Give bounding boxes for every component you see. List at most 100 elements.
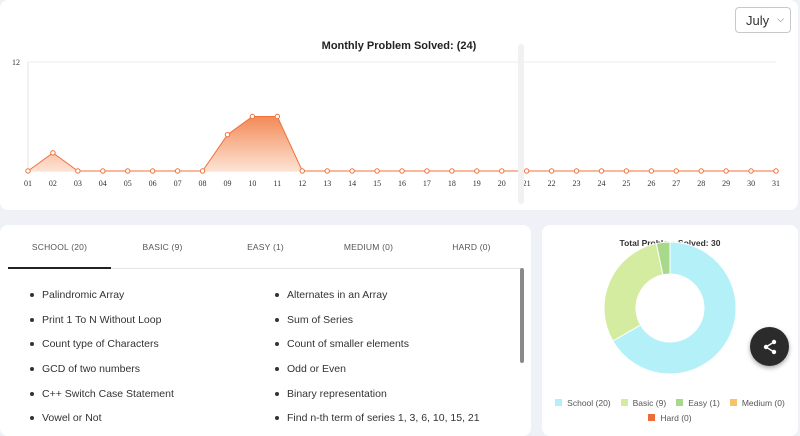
x-tick-label: 23 [573,179,581,188]
month-select[interactable]: July ⌵ [735,7,791,33]
bullet-icon [275,293,279,298]
problem-list-item[interactable]: C++ Switch Case Statement [30,381,275,406]
problem-title: GCD of two numbers [42,363,141,376]
bullet-icon [30,367,34,372]
data-point [474,168,480,174]
data-point [449,168,455,174]
problem-title: Count of smaller elements [287,338,409,351]
data-point [548,168,555,174]
problem-list-item[interactable]: Sum of Series [275,308,510,333]
y-tick-label: 12 [12,58,20,67]
problem-title: Print 1 To N Without Loop [42,313,162,326]
data-point [573,168,580,174]
data-point [50,150,56,156]
problem-list-item[interactable]: GCD of two numbers [30,357,275,382]
share-icon [763,339,776,354]
bullet-icon [275,367,279,372]
scrollbar-thumb[interactable] [520,268,524,363]
monthly-area-chart: 12 01 02 03 04 05 06 07 08 09 10 11 12 13 14 15 16 17 18 19… [12,58,780,188]
donut-slice [603,242,664,342]
problem-title: Alternates in an Array [287,289,388,302]
difficulty-tabs: SCHOOL (20) BASIC (9) EASY (1) MEDIUM (0) HA… [8,225,523,269]
x-tick-label: 11 [273,179,281,188]
x-tick-label: 29 [722,179,730,188]
bullet-icon [275,391,279,396]
legend-label: Easy (1) [688,397,720,408]
data-point [125,168,131,174]
problem-list-item[interactable]: Palindromic Array [30,283,275,308]
data-point [723,168,729,174]
legend-swatch [729,399,737,406]
scrollbar-track [518,44,524,204]
problem-list-item[interactable]: Binary representation [275,381,510,406]
problem-list-item[interactable]: Vowel or Not [30,406,275,431]
data-point [499,168,505,174]
problem-list-item[interactable]: Alternates in an Array [275,283,510,308]
total-solved-card: Total Problem Solved: 30 School (20)Basi… [542,225,798,436]
x-tick-label: 24 [597,179,605,188]
legend-item[interactable]: Medium (0) [729,398,785,408]
pie-legend: School (20) Basic (9) Easy (1) Medium (0) Ha… [542,395,798,425]
problems-card: SCHOOL (20) BASIC (9) EASY (1) MEDIUM (0) HA… [0,225,531,436]
bullet-icon [30,317,34,322]
x-tick-label: 06 [149,179,157,188]
tab-basic[interactable]: BASIC (9) [142,242,183,252]
legend-item[interactable]: Basic (9) [620,398,666,408]
x-tick-label: 05 [124,179,132,188]
legend-item[interactable]: Hard (0) [648,413,692,423]
problem-title: Palindromic Array [42,289,125,302]
x-tick-label: 26 [647,179,655,188]
bullet-icon [275,317,279,322]
x-tick-label: 30 [747,179,755,188]
x-tick-label: 27 [672,179,680,188]
tab-easy[interactable]: EASY (1) [247,242,284,252]
data-point [598,168,605,174]
data-point [424,168,430,174]
legend-swatch [676,399,684,406]
data-point [773,168,779,174]
bullet-icon [30,391,34,396]
share-button[interactable] [750,327,789,366]
x-tick-label: 19 [473,179,481,188]
data-point [25,168,31,174]
bullet-icon [275,342,279,347]
legend-swatch [620,399,628,406]
bullet-icon [30,342,34,347]
x-tick-label: 12 [298,179,306,188]
x-tick-label: 03 [74,179,82,188]
x-tick-label: 21 [523,179,531,188]
x-tick-label: 04 [99,179,107,188]
bullet-icon [30,293,34,298]
tab-school[interactable]: SCHOOL (20) [8,225,111,269]
monthly-chart-title: Monthly Problem Solved: (24) [321,40,477,52]
data-point [374,168,380,174]
donut-slice [655,241,671,276]
x-tick-label: 18 [448,179,456,188]
legend-item[interactable]: Easy (1) [676,398,720,408]
x-tick-label: 10 [248,179,256,188]
problem-title: Sum of Series [287,313,353,326]
data-point [75,168,81,174]
monthly-chart-card: July ⌵ Monthly Problem Solved: (24) 12 01… [0,0,798,210]
problem-list-item[interactable]: Count of smaller elements [275,332,510,357]
x-tick-label: 15 [373,179,381,188]
legend-item[interactable]: School (20) [555,398,611,408]
problem-list-item[interactable]: Find n-th term of series 1, 3, 6, 10, 15… [275,406,510,431]
data-point [100,168,106,174]
x-tick-label: 22 [548,179,556,188]
series-line [27,116,776,172]
x-tick-label: 20 [498,179,506,188]
tab-medium[interactable]: MEDIUM (0) [343,242,394,252]
data-point [174,168,181,174]
chevron-down-icon: ⌵ [777,14,784,24]
x-tick-label: 13 [323,179,331,188]
data-point [349,168,355,174]
problem-list-item[interactable]: Odd or Even [275,357,510,382]
x-tick-label: 25 [622,179,630,188]
problem-list-item[interactable]: Print 1 To N Without Loop [30,308,275,333]
data-point [623,168,630,174]
problem-list-item[interactable]: Count type of Characters [30,332,275,357]
x-tick-label: 09 [223,179,231,188]
area-fill [28,116,776,171]
tab-hard[interactable]: HARD (0) [452,242,491,252]
